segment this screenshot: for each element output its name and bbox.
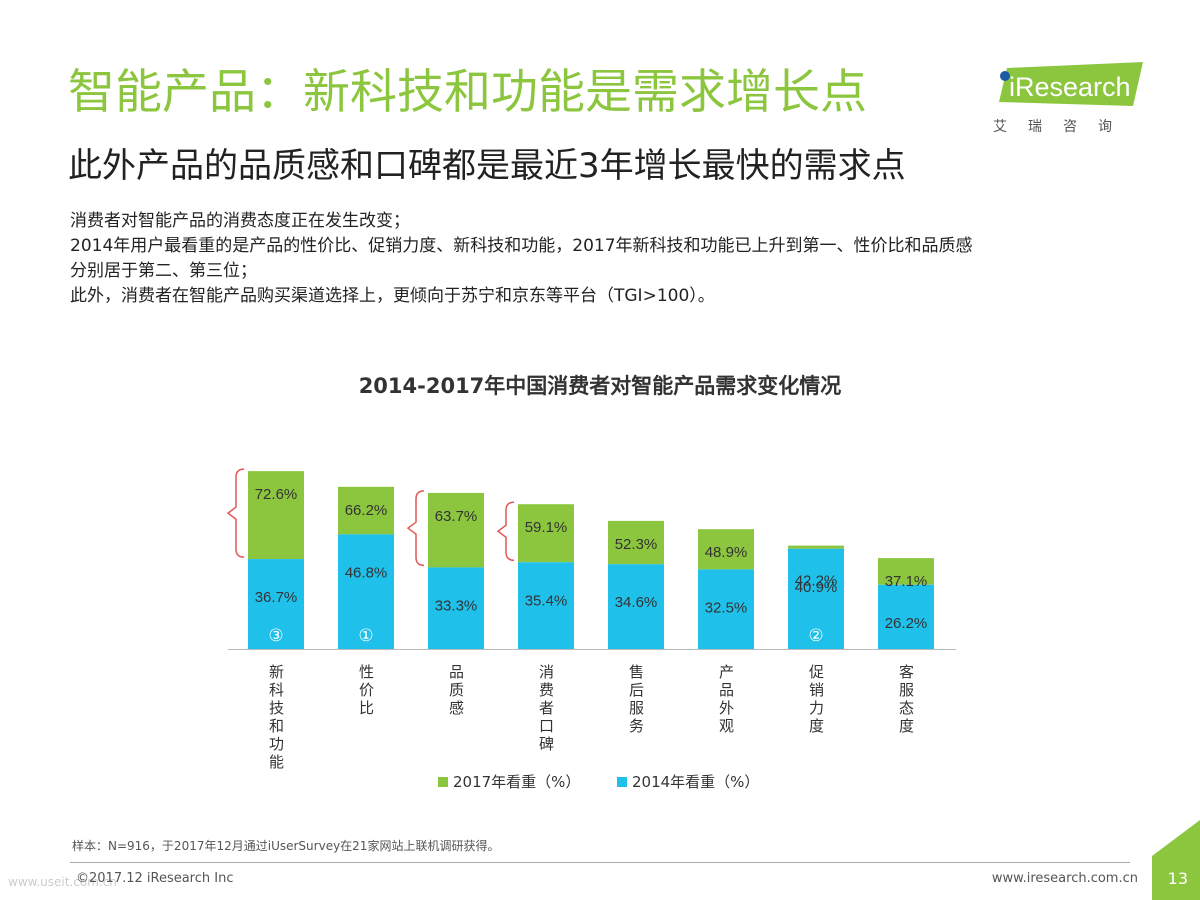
bar-2017 bbox=[338, 486, 394, 535]
data-label-2014: 46.8% bbox=[345, 564, 388, 581]
page-number: 13 bbox=[1167, 869, 1188, 888]
legend-label-2014: 2014年看重（%） bbox=[632, 773, 759, 791]
category-label: 品质感 bbox=[449, 663, 464, 717]
rank-marker: ② bbox=[808, 626, 823, 646]
watermark: www.useit.com.cn bbox=[8, 875, 117, 889]
data-label-2017: 52.3% bbox=[615, 536, 658, 553]
bar-2014 bbox=[878, 584, 934, 649]
legend-swatch-2017 bbox=[438, 777, 448, 787]
data-label-2017: 42.2% bbox=[795, 573, 838, 590]
rank-marker: ① bbox=[358, 626, 373, 646]
footer-divider bbox=[70, 862, 1130, 863]
bar-2014 bbox=[608, 564, 664, 649]
bar-2014 bbox=[338, 534, 394, 649]
bar-2014 bbox=[518, 562, 574, 649]
legend-label-2017: 2017年看重（%） bbox=[453, 773, 580, 791]
iresearch-logo: iResearch 艾瑞咨询 bbox=[985, 62, 1145, 138]
bar-2017 bbox=[608, 520, 664, 565]
page-corner bbox=[1152, 820, 1200, 900]
chart-title: 2014-2017年中国消费者对智能产品需求变化情况 bbox=[358, 374, 842, 398]
data-label-2014: 36.7% bbox=[255, 589, 298, 606]
bar-2017 bbox=[878, 558, 934, 585]
bar-2017 bbox=[248, 471, 304, 560]
data-label-2014: 26.2% bbox=[885, 615, 928, 632]
website-url: www.iresearch.com.cn bbox=[991, 871, 1138, 886]
iresearch-logo-mark: iResearch bbox=[999, 62, 1143, 106]
page-subtitle: 此外产品的品质感和口碑都是最近3年增长最快的需求点 bbox=[68, 146, 906, 186]
data-label-2014: 32.5% bbox=[705, 599, 748, 616]
bar-2014 bbox=[698, 569, 754, 649]
rank-marker: ③ bbox=[268, 626, 283, 646]
data-label-2017: 59.1% bbox=[525, 519, 568, 536]
intro-line: 消费者对智能产品的消费态度正在发生改变； bbox=[70, 211, 410, 231]
data-label-2017: 66.2% bbox=[345, 502, 388, 519]
logo-cn-text: 艾瑞咨询 bbox=[993, 119, 1133, 135]
data-label-2017: 37.1% bbox=[885, 573, 928, 590]
data-label-2017: 72.6% bbox=[255, 486, 298, 503]
category-label: 客服态度 bbox=[899, 663, 914, 735]
data-label-2014: 33.3% bbox=[435, 597, 478, 614]
bar-2017 bbox=[698, 529, 754, 570]
demand-change-chart: 72.6% 36.7% ③ 新科技和功能 66.2% 46.8% ① 性价比 63.7% 33.3… bbox=[226, 468, 956, 791]
intro-line: 此外，消费者在智能产品购买渠道选择上，更倾向于苏宁和京东等平台（TGI>100）… bbox=[70, 286, 715, 306]
bar-2014 bbox=[428, 567, 484, 649]
category-label: 产品外观 bbox=[719, 663, 734, 735]
category-label: 消费者口碑 bbox=[539, 663, 554, 753]
logo-text: iResearch bbox=[1009, 72, 1131, 102]
copyright: ©2017.12 iResearch Inc bbox=[76, 871, 234, 886]
intro-line: 2014年用户最看重的是产品的性价比、促销力度、新科技和功能，2017年新科技和… bbox=[70, 236, 973, 256]
growth-bracket bbox=[406, 490, 425, 567]
page-title: 智能产品：新科技和功能是需求增长点 bbox=[68, 65, 867, 120]
growth-bracket bbox=[496, 501, 515, 562]
legend-swatch-2014 bbox=[617, 777, 627, 787]
data-label-2014: 40.9% bbox=[795, 579, 838, 596]
bar-2014 bbox=[248, 559, 304, 649]
data-label-2017: 63.7% bbox=[435, 508, 478, 525]
category-label: 促销力度 bbox=[809, 663, 824, 735]
category-label: 新科技和功能 bbox=[269, 663, 284, 771]
bar-2014 bbox=[788, 548, 844, 649]
intro-paragraph: 消费者对智能产品的消费态度正在发生改变； 2014年用户最看重的是产品的性价比、… bbox=[70, 209, 1150, 309]
category-label: 售后服务 bbox=[629, 663, 644, 735]
source-note: 样本：N=916，于2017年12月通过iUserSurvey在21家网站上联机… bbox=[72, 839, 500, 853]
intro-line: 分别居于第二、第三位； bbox=[70, 261, 257, 281]
growth-bracket bbox=[226, 468, 245, 558]
data-label-2014: 35.4% bbox=[525, 592, 568, 609]
category-label: 性价比 bbox=[359, 663, 374, 717]
data-label-2014: 34.6% bbox=[615, 594, 658, 611]
bar-2017 bbox=[428, 492, 484, 568]
bar-2017 bbox=[788, 545, 844, 549]
bar-2017 bbox=[518, 504, 574, 563]
data-label-2017: 48.9% bbox=[705, 544, 748, 561]
